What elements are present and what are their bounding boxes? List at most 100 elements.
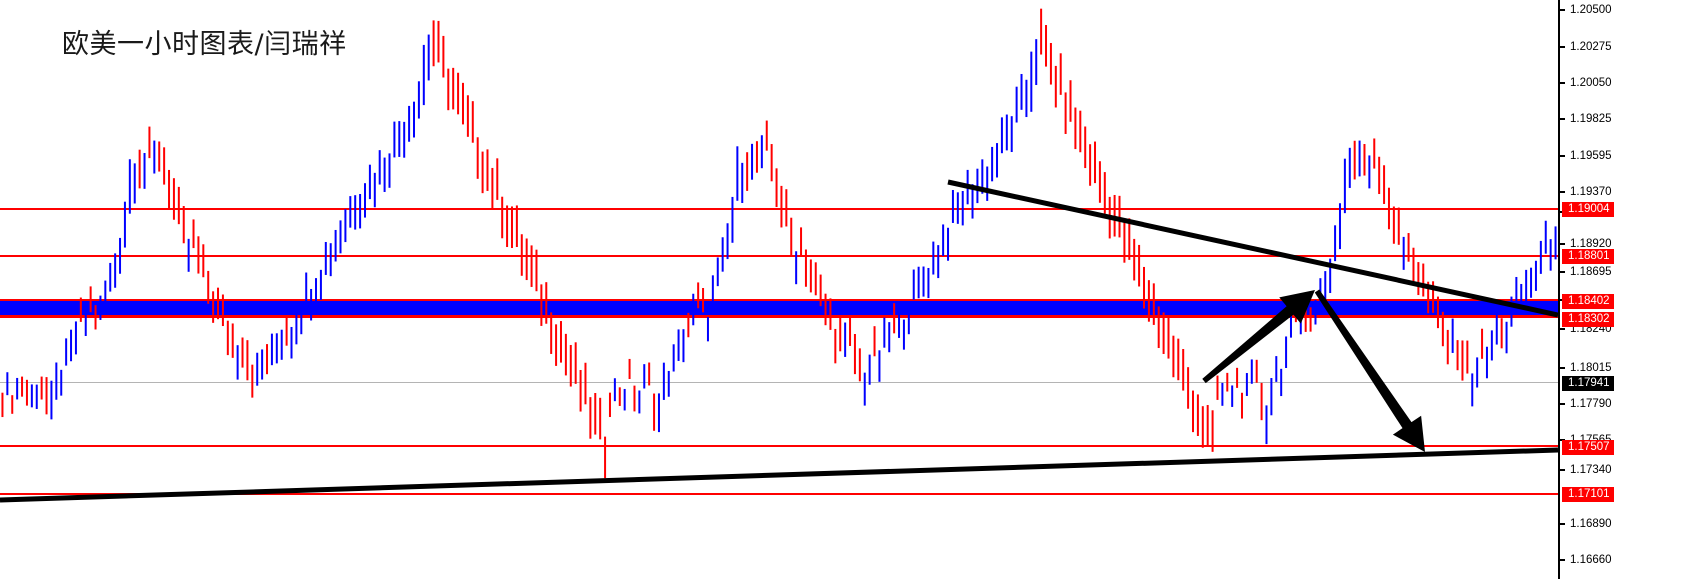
ohlc-bar [878,350,881,382]
tick-mark [1560,155,1565,157]
ohlc-bar [902,319,905,350]
ohlc-bar [1167,317,1170,359]
level-price-badge[interactable]: 1.19004 [1562,202,1614,217]
price-tick-label: 1.16660 [1570,554,1612,566]
ohlc-bar [266,344,269,375]
ohlc-bar [231,323,234,358]
ohlc-bar [868,354,871,385]
tick-mark [1560,469,1565,471]
ohlc-bar [128,159,131,214]
ohlc-bar [922,266,925,297]
ohlc-bar [491,167,494,210]
ohlc-bar [1525,269,1528,302]
ohlc-bar [853,334,856,375]
level-price-badge[interactable]: 1.18801 [1562,249,1614,264]
ohlc-bar [765,120,768,151]
ohlc-bar [780,185,783,228]
ohlc-bar [814,262,817,296]
ohlc-bar [65,338,68,366]
price-tick: 1.16660 [1560,553,1702,567]
support-1-17101[interactable] [0,493,1558,495]
ohlc-bar [623,388,626,411]
ohlc-bar [359,194,362,229]
ohlc-bar [937,245,940,279]
ohlc-bar [158,141,161,172]
ohlc-bar [1505,321,1508,354]
ohlc-bar [427,34,430,81]
ohlc-bar [657,393,660,433]
resistance-1-19004[interactable] [0,208,1558,210]
ohlc-bar [275,333,278,364]
ohlc-bar [858,348,861,382]
support-1-17507[interactable] [0,445,1558,447]
ohlc-bar [270,333,273,366]
ohlc-bar [1383,165,1386,204]
price-tick-label: 1.18920 [1570,238,1612,250]
level-price-badge[interactable]: 1.17507 [1562,440,1614,455]
price-tick-label: 1.19825 [1570,113,1612,125]
ohlc-bar [1285,336,1288,368]
ohlc-bar [1348,147,1351,188]
ohlc-bar [177,186,180,225]
ohlc-bar [1098,161,1101,203]
ohlc-bar [770,144,773,182]
ohlc-bar [324,241,327,275]
page-title: 欧美一小时图表/闫瑞祥 [62,29,347,60]
descending-resistance-trendline[interactable] [947,179,1558,318]
price-tick: 1.20500 [1560,3,1702,17]
ohlc-bar [432,20,435,67]
tick-mark [1560,271,1565,273]
ohlc-bar [1162,312,1165,354]
ohlc-bar [1358,140,1361,177]
level-price-badge[interactable]: 1.17101 [1562,487,1614,502]
ohlc-bar [643,364,646,389]
ohlc-bar [70,329,73,362]
ohlc-bar [839,316,842,352]
price-scale-axis[interactable]: 1.20500 1.20275 1.20050 1.19825 1.19595 1.193… [1558,0,1702,579]
ohlc-bar [1530,267,1533,298]
chart-plot-area[interactable]: 欧美一小时图表/闫瑞祥 [0,0,1558,579]
ohlc-bar [1192,390,1194,433]
ohlc-bar [1466,340,1469,374]
ohlc-bar [682,329,685,363]
blue-demand-zone [0,301,1558,315]
ohlc-bar [393,121,396,158]
zone-top-1-18402[interactable] [0,299,1558,302]
current-price-1-17941[interactable] [0,382,1558,383]
price-tick: 1.18015 [1560,361,1702,375]
ohlc-bar [378,150,381,185]
ohlc-bar [354,195,357,230]
ohlc-bar [506,205,509,248]
ohlc-bar [599,397,602,440]
ohlc-bar [672,344,675,372]
ohlc-bar [996,143,999,178]
trendlines-group [0,179,1558,503]
ohlc-bar [736,146,739,201]
ohlc-bar [476,137,479,179]
ohlc-bar [555,324,558,366]
ohlc-bar [755,141,758,173]
ohlc-bar [6,372,9,396]
ohlc-bar [226,320,229,356]
tick-mark [1560,46,1565,48]
ohlc-bar [932,241,935,275]
ohlc-bar [1490,330,1493,361]
ohlc-bar [1275,356,1278,382]
zone-bottom-1-18302[interactable] [0,315,1558,318]
ohlc-bar [413,101,415,138]
level-price-badge[interactable]: 1.18402 [1562,294,1614,309]
ohlc-bar [1378,156,1381,195]
level-price-badge[interactable]: 1.18302 [1562,312,1614,327]
ohlc-bar [398,121,401,157]
ohlc-bar [74,321,77,355]
ohlc-bar [138,149,141,189]
tick-mark [1560,118,1565,120]
ohlc-bar [1201,406,1204,448]
ohlc-bar [373,172,376,208]
current-price-badge[interactable]: 1.17941 [1562,376,1614,391]
ohlc-bar [1094,141,1097,184]
ohlc-bar [172,178,175,220]
ohlc-bar [888,322,891,353]
resistance-1-18801[interactable] [0,255,1558,257]
